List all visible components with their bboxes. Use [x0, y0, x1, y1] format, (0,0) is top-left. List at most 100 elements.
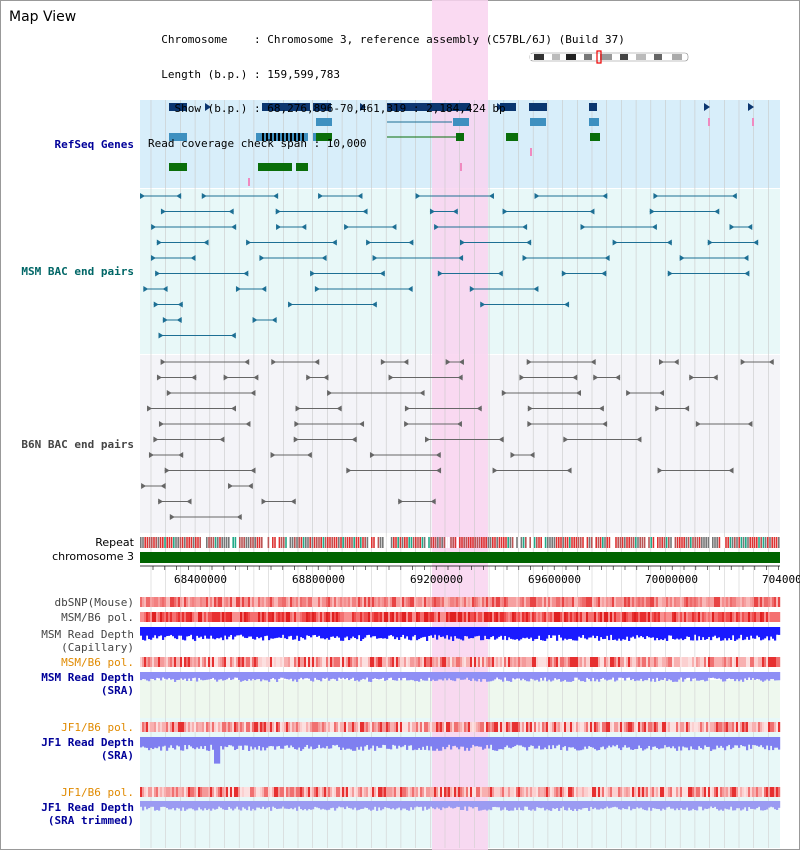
- msm-b6-pol-cell: [400, 612, 403, 622]
- dbsnp-cell: [320, 597, 323, 607]
- msm-b6-pol-cell: [640, 612, 643, 622]
- dbsnp-cell: [400, 597, 403, 607]
- jf1-sra-depth-bar: [718, 737, 721, 748]
- dbsnp-cell: [522, 597, 525, 607]
- jf1-b6-pol-trim-cell: [248, 787, 251, 797]
- b6n-bac-pair-end: [563, 436, 569, 443]
- msm-b6-pol-sra-cell: [618, 657, 621, 667]
- jf1-sra-depth-bar: [256, 737, 259, 750]
- jf1-trim-depth-bar: [582, 801, 585, 809]
- dbsnp-cell: [494, 597, 497, 607]
- msm-b6-pol-cell: [624, 612, 627, 622]
- b6n-bac-pair-end: [598, 405, 604, 412]
- msm-capillary-depth-bar: [332, 627, 335, 637]
- msm-sra-depth-bar: [566, 672, 569, 682]
- jf1-trim-depth-bar: [314, 801, 317, 807]
- msm-sra-depth-bar: [406, 672, 409, 681]
- jf1-b6-pol-trim-cell: [174, 787, 177, 797]
- jf1-b6-pol-cell: [326, 722, 329, 732]
- msm-b6-pol-cell: [382, 612, 385, 622]
- msm-sra-depth-bar: [478, 672, 481, 679]
- jf1-sra-depth-bar: [762, 737, 765, 748]
- b6n-bac-pair-end: [655, 405, 661, 412]
- jf1-b6-pol-trim-cell: [482, 787, 485, 797]
- msm-b6-pol-sra-cell: [490, 657, 493, 667]
- track-label-refseq[interactable]: RefSeq Genes: [54, 138, 134, 151]
- jf1-trim-depth-bar: [392, 801, 395, 809]
- msm-b6-pol-sra-cell: [456, 657, 459, 667]
- msm-capillary-depth-bar: [206, 627, 209, 639]
- jf1-b6-pol-cell: [278, 722, 281, 732]
- track-label-msm-bac[interactable]: MSM BAC end pairs: [21, 265, 134, 278]
- repeat-block: [461, 537, 463, 548]
- jf1-trim-depth-bar: [220, 801, 223, 808]
- dbsnp-cell: [484, 597, 487, 607]
- dbsnp-cell: [364, 597, 367, 607]
- jf1-trim-depth-bar: [264, 801, 267, 810]
- b6n-bac-pair-end: [380, 359, 386, 365]
- jf1-trim-depth-bar: [590, 801, 593, 807]
- msm-sra-depth-bar: [778, 672, 781, 681]
- jf1-b6-pol-cell: [500, 722, 503, 732]
- jf1-b6-pol-trim-cell: [752, 787, 755, 797]
- jf1-trim-depth-bar: [328, 801, 331, 810]
- jf1-b6-pol-trim-cell: [708, 787, 711, 797]
- repeat-block: [192, 537, 195, 548]
- msm-capillary-depth-bar: [590, 627, 593, 638]
- jf1-b6-pol-trim-cell: [336, 787, 339, 797]
- msm-b6-pol-cell: [582, 612, 585, 622]
- jf1-trim-depth-bar: [554, 801, 557, 809]
- msm-b6-pol-cell: [422, 612, 425, 622]
- jf1-trim-depth-bar: [280, 801, 283, 809]
- repeat-block: [602, 537, 604, 548]
- msm-b6-pol-cell: [410, 612, 413, 622]
- jf1-b6-pol-trim-cell: [346, 787, 349, 797]
- repeat-block: [239, 537, 241, 548]
- jf1-b6-pol-trim-cell: [576, 787, 579, 797]
- msm-bac-pair-end: [275, 208, 281, 215]
- jf1-b6-pol-trim-cell: [374, 787, 377, 797]
- jf1-b6-pol-trim-cell: [768, 787, 771, 797]
- jf1-trim-depth-bar: [730, 801, 733, 807]
- msm-b6-pol-cell: [524, 612, 527, 622]
- msm-b6-pol-cell: [532, 612, 535, 622]
- msm-capillary-depth-bar: [550, 627, 553, 638]
- track-label-b6n-bac[interactable]: B6N BAC end pairs: [21, 438, 134, 451]
- jf1-sra-depth-bar: [234, 737, 237, 751]
- msm-b6-pol-sra-cell: [650, 657, 653, 667]
- jf1-b6-pol-trim-cell: [494, 787, 497, 797]
- msm-sra-depth-bar: [394, 672, 397, 681]
- msm-b6-pol-sra-cell: [328, 657, 331, 667]
- msm-b6-pol-sra-cell: [768, 657, 771, 667]
- msm-b6-pol-sra-cell: [326, 657, 329, 667]
- jf1-b6-pol-trim-cell: [570, 787, 573, 797]
- jf1-sra-depth-bar: [228, 737, 231, 746]
- jf1-sra-depth-bar: [328, 737, 331, 749]
- jf1-b6-pol-cell: [142, 722, 145, 732]
- jf1-b6-pol-cell: [520, 722, 523, 732]
- jf1-b6-pol-cell: [556, 722, 559, 732]
- jf1-b6-pol-trim-cell: [550, 787, 553, 797]
- msm-capillary-depth-bar: [234, 627, 237, 637]
- jf1-b6-pol-cell: [358, 722, 361, 732]
- dbsnp-cell: [578, 597, 581, 607]
- msm-bac-pair-end: [407, 286, 413, 292]
- jf1-sra-depth-bar: [346, 737, 349, 749]
- msm-b6-pol-cell: [180, 612, 183, 622]
- msm-b6-pol-sra-cell: [216, 657, 219, 667]
- jf1-b6-pol-cell: [376, 722, 379, 732]
- msm-b6-pol-cell: [756, 612, 759, 622]
- repeat-block: [151, 537, 153, 548]
- msm-sra-depth-bar: [774, 672, 777, 681]
- dbsnp-cell: [580, 597, 583, 607]
- msm-capillary-depth-bar: [270, 627, 273, 639]
- msm-sra-depth-bar: [274, 672, 277, 680]
- dbsnp-cell: [774, 597, 777, 607]
- msm-sra-depth-bar: [284, 672, 287, 679]
- jf1-b6-pol-cell: [738, 722, 741, 732]
- dbsnp-cell: [500, 597, 503, 607]
- msm-b6-pol-cell: [454, 612, 457, 622]
- msm-capillary-depth-bar: [296, 627, 299, 636]
- msm-b6-pol-cell: [344, 612, 347, 622]
